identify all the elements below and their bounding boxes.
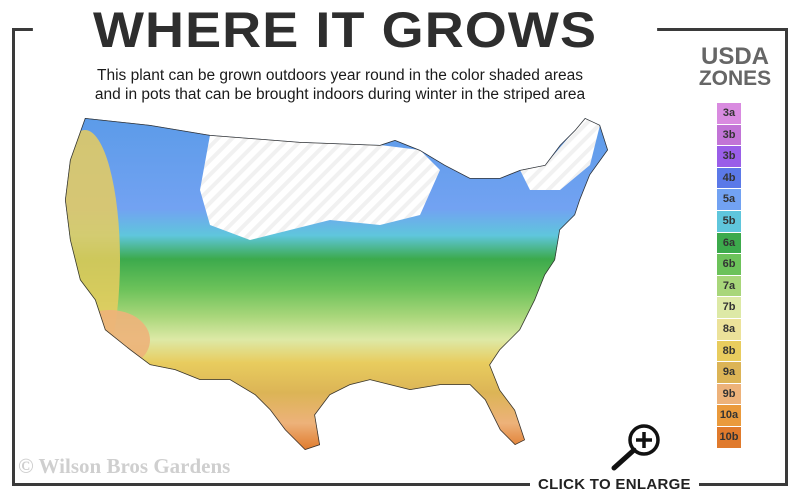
legend-title: USDA ZONES	[680, 43, 790, 90]
legend-zone-9b: 9b	[717, 383, 741, 406]
legend-zone-6b: 6b	[717, 254, 741, 276]
copyright-watermark: © Wilson Bros Gardens	[18, 454, 231, 478]
legend-zone-7b: 7b	[717, 297, 741, 319]
striped-area-northeast	[520, 118, 600, 190]
subtitle: This plant can be grown outdoors year ro…	[60, 66, 620, 104]
legend-title-line-2: ZONES	[698, 67, 772, 90]
legend-zone-10b: 10b	[717, 426, 741, 449]
legend-zone-3a: 3a	[717, 103, 741, 125]
legend-zone-4b: 4b	[717, 167, 741, 190]
legend-zone-9a: 9a	[717, 362, 741, 384]
subtitle-line-2: and in pots that can be brought indoors …	[94, 86, 586, 103]
legend-zone-3b: 3b	[717, 146, 741, 168]
legend-zone-5b: 5b	[717, 210, 741, 233]
legend-zone-5a: 5a	[717, 189, 741, 211]
usda-zone-map[interactable]	[55, 105, 615, 455]
legend-zone-3b: 3b	[717, 124, 741, 147]
striped-area	[200, 135, 440, 240]
legend-zone-8a: 8a	[717, 318, 741, 341]
subtitle-line-1: This plant can be grown outdoors year ro…	[97, 67, 583, 84]
us-outline	[65, 118, 608, 450]
legend-title-line-1: USDA	[700, 43, 769, 70]
legend-zone-7a: 7a	[717, 275, 741, 298]
page-title: WHERE IT GROWS	[32, 2, 658, 58]
southwest-zone	[70, 310, 150, 370]
legend-zone-6a: 6a	[717, 232, 741, 255]
zone-legend: 3a 3b 3b 4b 5a 5b 6a 6b 7a 7b 8a 8b 9a 9b 10a 10b	[717, 103, 741, 449]
click-to-enlarge-button[interactable]: CLICK TO ENLARGE	[530, 474, 699, 496]
magnifier-plus-icon[interactable]	[608, 422, 664, 472]
legend-zone-10a: 10a	[717, 405, 741, 427]
legend-zone-8b: 8b	[717, 340, 741, 363]
